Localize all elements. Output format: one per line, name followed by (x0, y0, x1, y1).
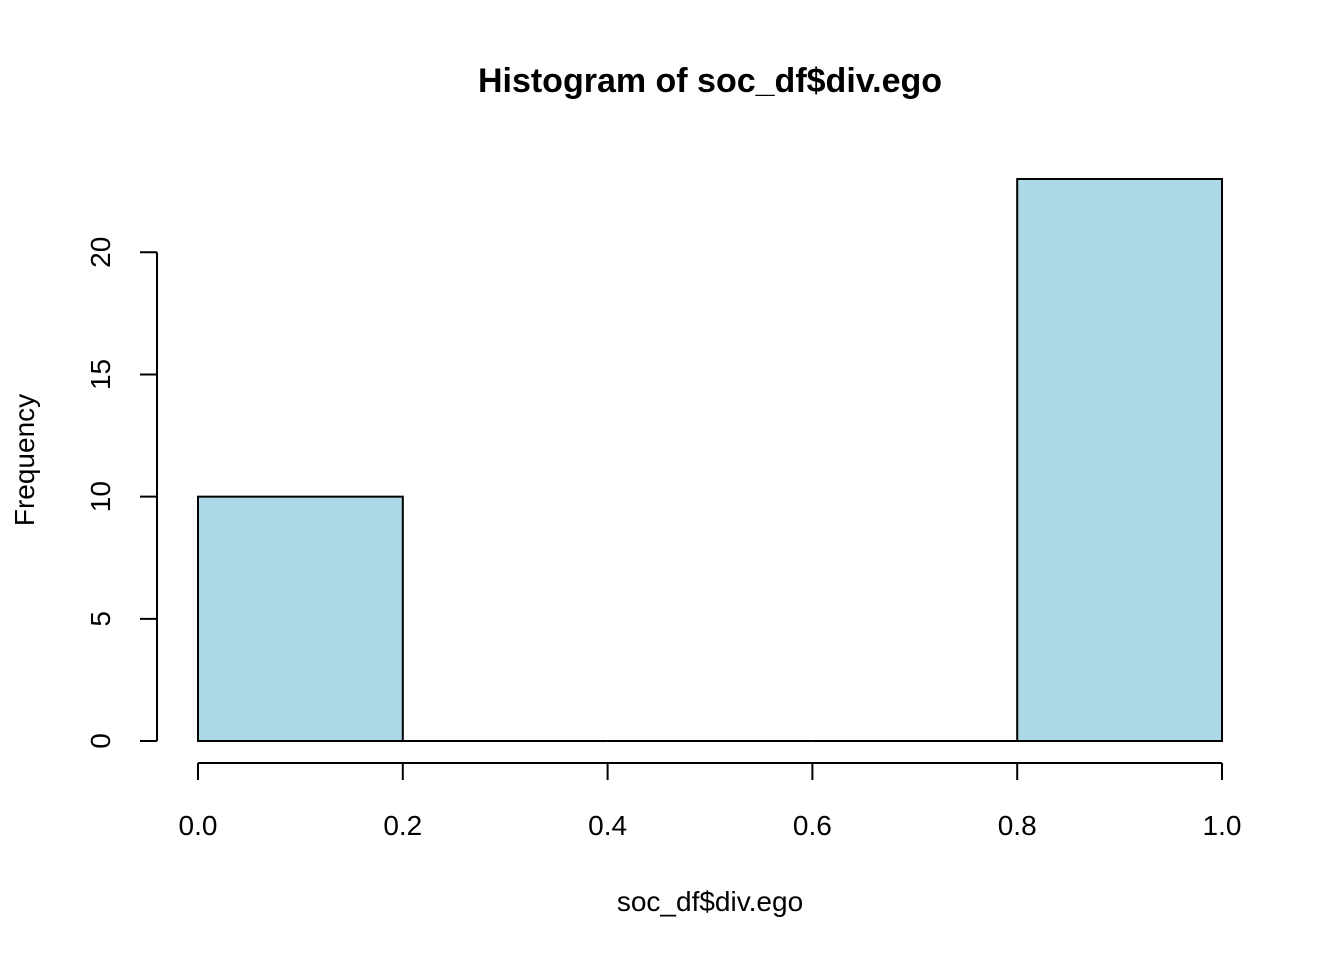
chart-title: Histogram of soc_df$div.ego (478, 62, 942, 100)
x-axis: 0.0 0.2 0.4 0.6 0.8 1.0 (179, 762, 1242, 841)
y-tick-label-2: 10 (85, 481, 116, 512)
y-axis: 0 5 10 15 20 (85, 237, 158, 749)
y-axis-title: Frequency (9, 394, 40, 526)
histogram-bar-0 (197, 495, 404, 742)
x-axis-title: soc_df$div.ego (617, 886, 803, 917)
histogram-bar-4 (1016, 178, 1224, 742)
x-tick-label-3: 0.6 (793, 810, 832, 841)
y-tick-label-0: 0 (85, 733, 116, 749)
bars-group (197, 178, 1224, 742)
x-tick-label-1: 0.2 (383, 810, 422, 841)
x-tick-label-5: 1.0 (1203, 810, 1242, 841)
y-tick-label-1: 5 (85, 611, 116, 627)
x-tick-label-4: 0.8 (998, 810, 1037, 841)
x-tick-label-0: 0.0 (179, 810, 218, 841)
x-tick-label-2: 0.4 (588, 810, 627, 841)
y-tick-label-3: 15 (85, 359, 116, 390)
y-tick-label-4: 20 (85, 237, 116, 268)
